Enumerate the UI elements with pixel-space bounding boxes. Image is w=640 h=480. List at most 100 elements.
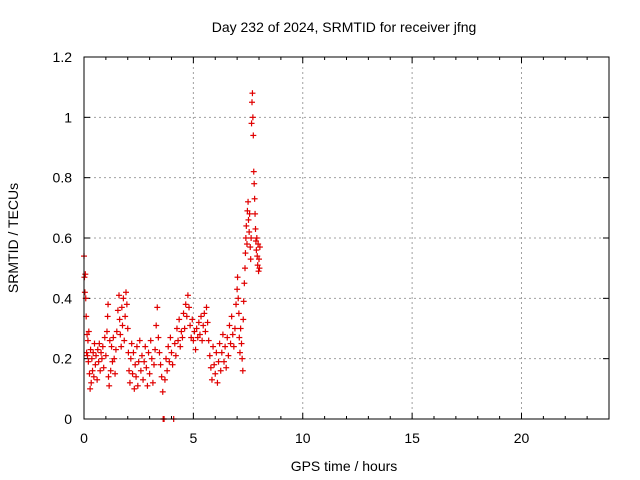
data-point [254, 262, 261, 269]
data-point [89, 367, 96, 374]
data-point [153, 322, 160, 329]
data-point [225, 352, 232, 359]
data-point [214, 379, 221, 386]
data-point [169, 361, 176, 368]
data-point [218, 349, 225, 356]
data-point [246, 210, 253, 217]
data-point [193, 325, 200, 332]
data-point [141, 358, 148, 365]
grid [84, 57, 609, 419]
data-point [145, 349, 152, 356]
data-point [99, 343, 106, 350]
data-point [104, 313, 111, 320]
data-point [81, 289, 88, 296]
data-point [97, 367, 104, 374]
data-point [84, 331, 91, 338]
y-tick-label: 0 [64, 411, 72, 427]
data-point [252, 210, 259, 217]
data-point [90, 373, 97, 380]
data-point [255, 268, 262, 275]
data-point [206, 352, 213, 359]
data-point [86, 370, 93, 377]
data-point [245, 216, 252, 223]
data-point [112, 346, 119, 353]
data-point [251, 180, 258, 187]
data-point [227, 340, 234, 347]
x-axis-label: GPS time / hours [291, 458, 398, 474]
data-point [244, 207, 251, 214]
data-point [144, 382, 151, 389]
data-point [186, 304, 192, 311]
y-tick-label: 0.2 [53, 351, 73, 367]
data-point [235, 295, 242, 302]
data-point [94, 376, 101, 383]
data-point [211, 361, 218, 368]
y-tick-label: 1 [64, 109, 72, 125]
data-point [215, 358, 222, 365]
data-point [163, 355, 170, 362]
data-point [254, 253, 261, 260]
data-point [246, 228, 253, 235]
data-point [84, 337, 91, 344]
data-point [199, 337, 206, 344]
data-point [125, 349, 132, 356]
data-point [146, 370, 153, 377]
x-tick-label: 0 [80, 430, 88, 446]
data-point [84, 352, 91, 359]
data-point [222, 343, 229, 350]
data-point [157, 361, 164, 368]
data-point [166, 358, 173, 365]
data-point [226, 322, 233, 329]
data-point [126, 379, 133, 386]
data-point [253, 247, 260, 254]
data-point [142, 343, 149, 350]
data-point [221, 358, 227, 365]
data-point [183, 313, 190, 320]
data-point [122, 313, 129, 320]
data-point [85, 328, 92, 335]
data-point [203, 304, 210, 311]
data-point [147, 337, 154, 344]
data-point [171, 340, 178, 347]
data-point [83, 349, 90, 356]
data-point [234, 286, 241, 293]
data-point [96, 340, 103, 347]
data-point [229, 331, 236, 338]
data-point [136, 337, 143, 344]
data-point [236, 349, 243, 356]
y-tick-label: 0.6 [53, 230, 73, 246]
data-point [127, 355, 134, 362]
data-point [243, 241, 250, 248]
data-point [105, 301, 112, 308]
data-point [236, 334, 243, 341]
data-point [223, 364, 230, 371]
data-point [109, 358, 116, 365]
data-point [133, 373, 140, 380]
data-point [87, 385, 94, 392]
data-point [252, 225, 259, 232]
data-point [256, 256, 262, 263]
data-point [134, 382, 141, 389]
data-point [119, 322, 126, 329]
data-point [224, 334, 231, 341]
data-point [93, 352, 100, 359]
data-point [250, 132, 257, 139]
data-point [132, 361, 139, 368]
data-point [208, 376, 215, 383]
data-point [248, 120, 255, 127]
data-point [138, 352, 145, 359]
data-points [81, 90, 263, 422]
data-point [198, 313, 205, 320]
data-point [190, 337, 197, 344]
data-point [129, 370, 136, 377]
data-point [102, 352, 109, 359]
data-point [116, 316, 123, 323]
x-tick-label: 5 [189, 430, 197, 446]
data-point [137, 367, 144, 374]
data-point [207, 364, 214, 371]
data-point [124, 325, 131, 332]
data-point [219, 331, 226, 338]
data-point [249, 90, 256, 97]
data-point [256, 265, 263, 272]
data-point [249, 99, 255, 106]
